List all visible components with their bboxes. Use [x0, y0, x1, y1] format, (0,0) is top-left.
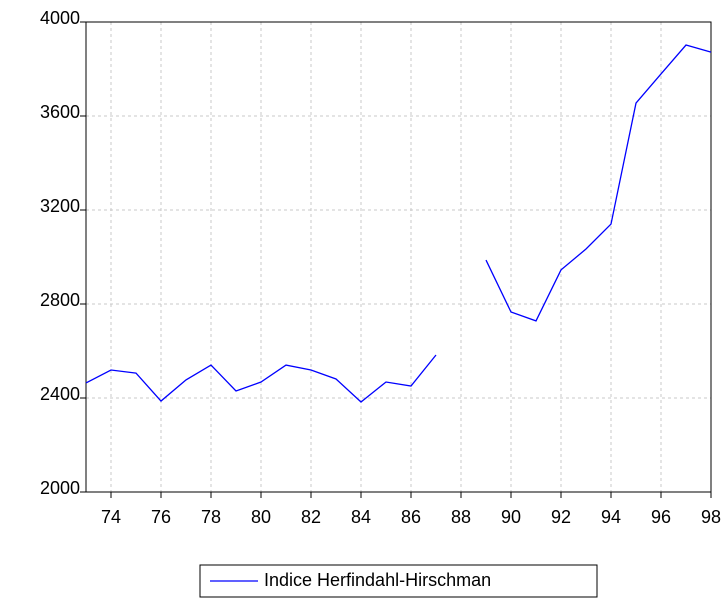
x-tick-label: 86	[401, 507, 421, 527]
x-tick-label: 96	[651, 507, 671, 527]
x-tick-label: 82	[301, 507, 321, 527]
x-tick-label: 80	[251, 507, 271, 527]
y-tick-label: 3600	[40, 102, 80, 122]
x-tick-label: 94	[601, 507, 621, 527]
legend-box	[199, 564, 598, 598]
x-tick-label: 74	[101, 507, 121, 527]
y-tick-label: 3200	[40, 196, 80, 216]
x-tick-label: 84	[351, 507, 371, 527]
x-tick-label: 78	[201, 507, 221, 527]
x-tick-label: 92	[551, 507, 571, 527]
series-line	[85, 44, 712, 403]
y-tick-label: 2800	[40, 290, 80, 310]
y-tick-label: 2000	[40, 478, 80, 498]
x-tick-label: 88	[451, 507, 471, 527]
plot-frame	[85, 21, 712, 493]
x-tick-label: 76	[151, 507, 171, 527]
y-tick-label: 2400	[40, 384, 80, 404]
y-tick-label: 4000	[40, 8, 80, 28]
x-tick-label: 90	[501, 507, 521, 527]
legend-label: Indice Herfindahl-Hirschman	[264, 570, 491, 590]
x-tick-label: 98	[701, 507, 721, 527]
